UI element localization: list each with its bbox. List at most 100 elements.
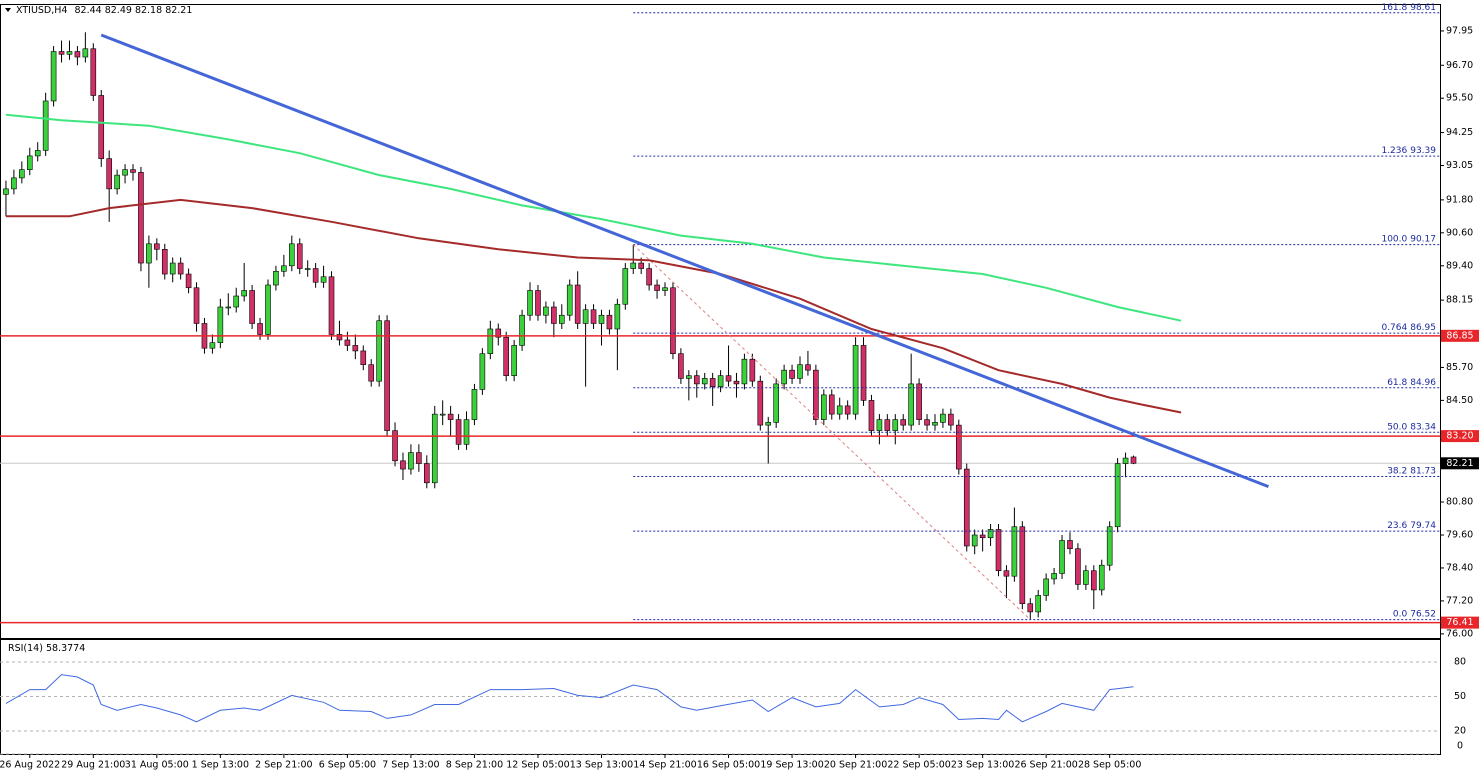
candle-body bbox=[416, 452, 422, 464]
candle-body bbox=[439, 413, 446, 416]
candle-body bbox=[979, 534, 986, 539]
fib-price: 90.17 bbox=[1410, 234, 1436, 244]
candle-body bbox=[42, 100, 49, 151]
x-tick-label: 1 Sep 13:00 bbox=[192, 760, 249, 771]
x-tick-label: 8 Sep 21:00 bbox=[446, 760, 503, 771]
indicator-line bbox=[5, 113, 1182, 322]
candle-body bbox=[924, 419, 930, 426]
x-tick-label: 19 Sep 13:00 bbox=[760, 760, 823, 771]
y-tick-label: 76.00 bbox=[1446, 628, 1473, 639]
candle-body bbox=[821, 394, 827, 420]
x-tick-label: 7 Sep 13:00 bbox=[382, 760, 439, 771]
chart-header: XTIUSD,H4 82.44 82.49 82.18 82.21 bbox=[16, 5, 192, 16]
candle-body bbox=[813, 369, 819, 420]
level-label: 83.20 bbox=[1446, 431, 1473, 442]
candle-body bbox=[400, 460, 406, 470]
fib-price: 86.95 bbox=[1410, 323, 1436, 333]
fib-price: 79.74 bbox=[1410, 521, 1436, 531]
fib-ratio: 50.0 bbox=[1387, 422, 1407, 432]
x-tick-label: 31 Aug 05:00 bbox=[125, 760, 189, 771]
level-label: 86.85 bbox=[1446, 330, 1473, 341]
candle-body bbox=[844, 405, 851, 415]
candle-body bbox=[74, 51, 81, 58]
candle-body bbox=[1027, 603, 1034, 613]
candle-body bbox=[1035, 595, 1042, 613]
candle-body bbox=[773, 383, 779, 423]
candle-body bbox=[614, 303, 621, 330]
high: 82.49 bbox=[105, 5, 132, 16]
candle-body bbox=[471, 389, 478, 420]
candle-body bbox=[34, 150, 41, 157]
candle-body bbox=[733, 380, 740, 385]
candle-body bbox=[130, 169, 136, 173]
x-tick-label: 26 Sep 21:00 bbox=[1014, 760, 1077, 771]
candle-body bbox=[963, 468, 970, 547]
x-tick-label: 26 Aug 2022 bbox=[0, 760, 60, 771]
y-tick-label: 89.40 bbox=[1446, 260, 1473, 271]
candle-body bbox=[805, 364, 811, 371]
fib-ratio: 161.8 bbox=[1381, 2, 1407, 12]
menu-arrow bbox=[5, 8, 11, 12]
candle-body bbox=[1083, 570, 1089, 585]
indicator-line bbox=[100, 33, 1270, 488]
x-tick-label: 2 Sep 21:00 bbox=[255, 760, 312, 771]
rsi-tick-label: 0 bbox=[1457, 741, 1463, 752]
candle-body bbox=[995, 529, 1002, 571]
fib-label: 61.8 84.96 bbox=[1387, 377, 1436, 387]
x-tick-label: 14 Sep 21:00 bbox=[633, 760, 696, 771]
candle-body bbox=[1130, 456, 1137, 464]
candle-body bbox=[789, 369, 795, 379]
candle-body bbox=[312, 268, 319, 283]
candle-body bbox=[686, 375, 692, 379]
candle-body bbox=[1098, 564, 1105, 591]
candle-body bbox=[1075, 548, 1081, 585]
candle-body bbox=[360, 350, 367, 365]
candle-body bbox=[797, 364, 803, 379]
candle-body bbox=[892, 419, 899, 431]
candle-body bbox=[487, 328, 494, 354]
candle-body bbox=[289, 243, 295, 267]
x-tick-label: 12 Sep 05:00 bbox=[506, 760, 569, 771]
candle-body bbox=[90, 48, 97, 96]
candle-body bbox=[257, 323, 263, 335]
candle-body bbox=[566, 284, 573, 316]
candle-body bbox=[558, 314, 565, 324]
y-tick-label: 91.80 bbox=[1446, 194, 1473, 205]
candle-body bbox=[455, 419, 462, 445]
candle-body bbox=[1059, 540, 1065, 574]
y-tick-label: 90.60 bbox=[1446, 227, 1473, 238]
symbol: XTIUSD,H4 bbox=[16, 5, 67, 16]
candle-body bbox=[828, 394, 835, 415]
candle-body bbox=[423, 463, 430, 484]
candle-body bbox=[98, 95, 105, 159]
candle-body bbox=[114, 174, 120, 190]
candle-body bbox=[725, 375, 732, 382]
candle-body bbox=[82, 48, 89, 58]
candle-body bbox=[1122, 457, 1129, 464]
open: 82.44 bbox=[74, 5, 101, 16]
candle-body bbox=[956, 424, 962, 470]
candle-body bbox=[598, 314, 605, 324]
candle-body bbox=[392, 430, 398, 462]
candle-body bbox=[225, 306, 232, 309]
candle-body bbox=[138, 172, 144, 264]
candle-body bbox=[503, 336, 510, 376]
fib-ratio: 61.8 bbox=[1387, 377, 1407, 387]
candle-body bbox=[987, 529, 994, 539]
candle-body bbox=[876, 419, 883, 431]
candle-body bbox=[916, 383, 922, 420]
candle-body bbox=[701, 378, 708, 385]
candles-layer bbox=[3, 32, 1137, 620]
candle-body bbox=[296, 243, 303, 269]
candle-body bbox=[241, 290, 247, 297]
candle-body bbox=[122, 169, 128, 176]
fib-label: 23.6 79.74 bbox=[1387, 521, 1436, 531]
fib-ratio: 1.236 bbox=[1381, 146, 1407, 156]
rsi-tick-label: 20 bbox=[1454, 726, 1466, 737]
candle-body bbox=[741, 358, 748, 385]
candle-body bbox=[265, 284, 271, 335]
grid-layer bbox=[0, 30, 1444, 758]
candle-body bbox=[749, 358, 756, 382]
candle-body bbox=[344, 339, 351, 346]
